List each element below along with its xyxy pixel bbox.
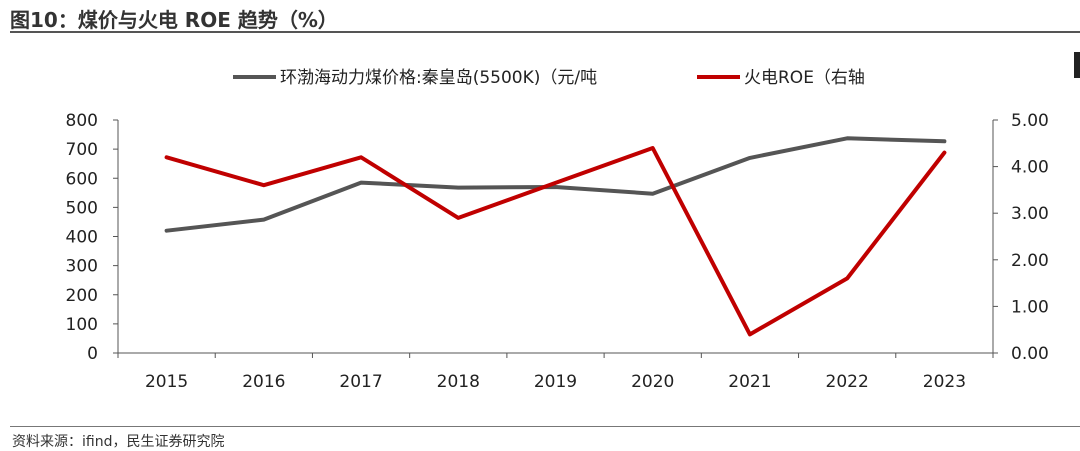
y-right-tick-label: 2.00 [1011,251,1049,271]
y-left-tick-label: 100 [66,315,98,335]
y-right-tick-label: 5.00 [1011,111,1049,131]
x-tick-label: 2020 [631,372,674,392]
edge-marker [1074,52,1080,78]
y-left-tick-label: 400 [66,228,98,248]
series-line-coal-price [164,136,947,233]
x-tick-label: 2016 [242,372,285,392]
x-tick-label: 2021 [728,372,771,392]
y-left-tick-label: 700 [66,140,98,160]
chart-ticks: 0 100 200 300 400 500 600 700 800 0.00 1.00 2.00 3.0… [66,111,1049,392]
x-tick-label: 2017 [339,372,382,392]
y-right-tick-label: 3.00 [1011,204,1049,224]
y-left-tick-label: 300 [66,257,98,277]
y-left-tick-label: 500 [66,198,98,218]
x-tick-label: 2019 [534,372,577,392]
chart-legend: 环渤海动力煤价格:秦皇岛(5500K)（元/吨 火电ROE（右轴 [233,68,865,88]
chart-axes [117,120,994,354]
source-note: 资料来源：ifind，民生证券研究院 [12,434,225,450]
x-tick-label: 2022 [826,372,869,392]
x-tick-label: 2018 [437,372,480,392]
x-tick-label: 2015 [145,372,188,392]
y-left-tick-label: 600 [66,169,98,189]
y-left-tick-label: 800 [66,111,98,131]
y-right-tick-label: 4.00 [1011,158,1049,178]
legend-label-roe: 火电ROE（右轴 [744,68,865,88]
legend-label-coal-price: 环渤海动力煤价格:秦皇岛(5500K)（元/吨 [280,68,597,88]
chart-series [164,136,947,337]
y-left-tick-label: 0 [87,344,98,364]
y-left-tick-label: 200 [66,286,98,306]
y-right-tick-label: 0.00 [1011,344,1049,364]
figure-title: 图10：煤价与火电 ROE 趋势（%） [10,8,338,32]
title-rule [10,31,1080,33]
series-line-roe [164,146,947,337]
y-right-tick-label: 1.00 [1011,297,1049,317]
x-tick-label: 2023 [923,372,966,392]
source-rule [10,426,1080,427]
